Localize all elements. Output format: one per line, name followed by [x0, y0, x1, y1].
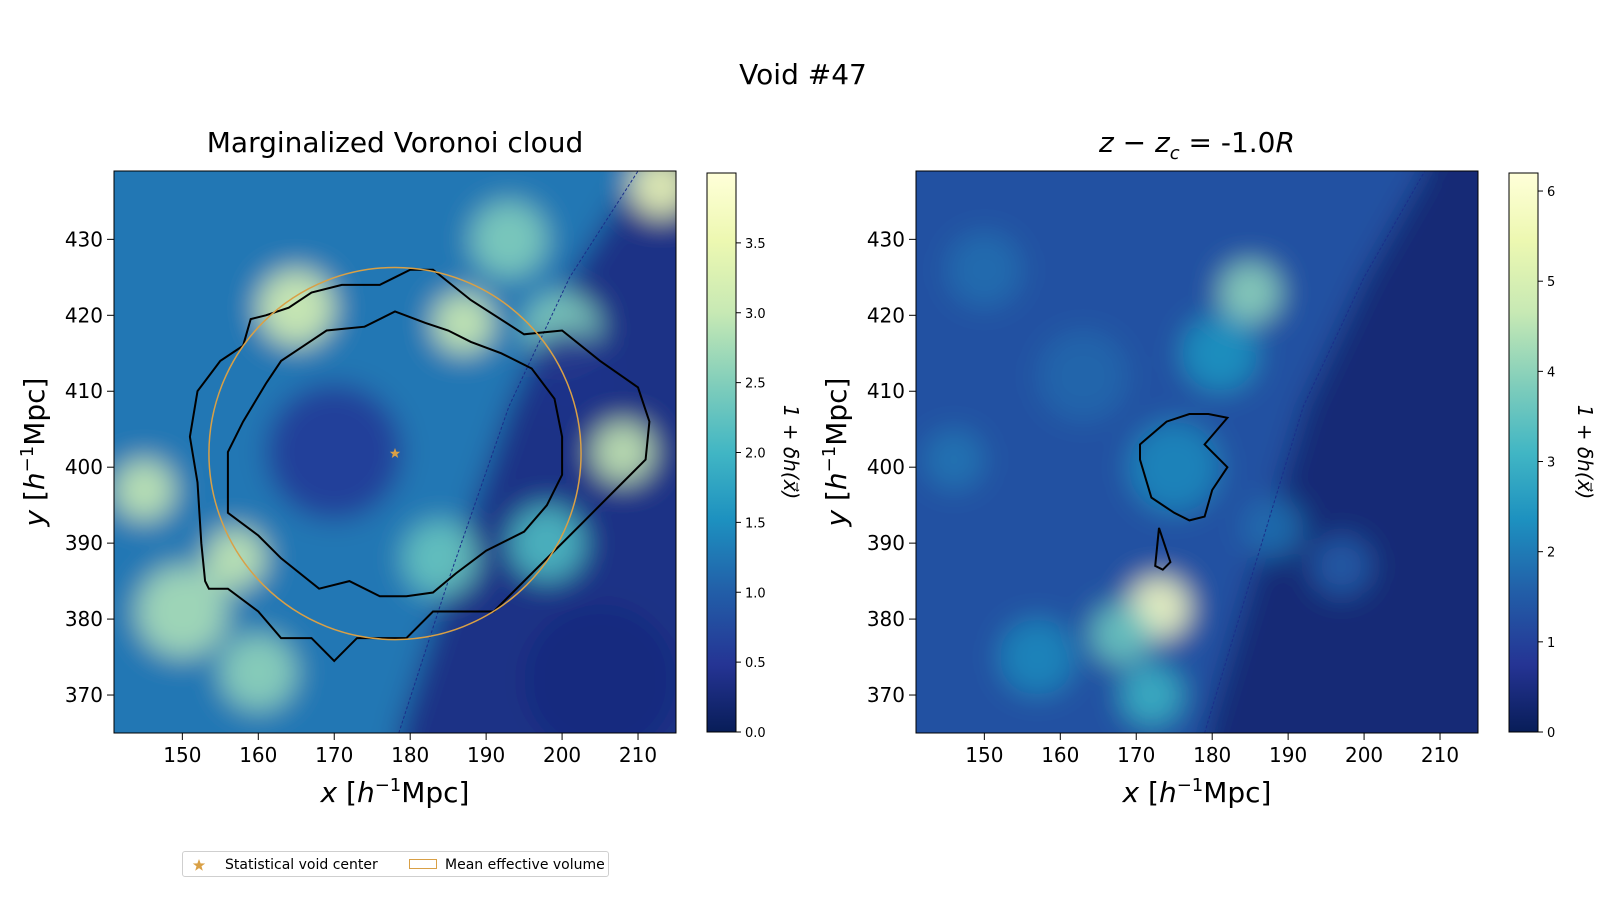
panel2-title: z − zc = -1.0R: [1098, 126, 1295, 164]
panel1-colorbar: 0.0 0.5 1.0 1.5 2.0 2.5 3.0 3.5 1 + δh(x⃗): [706, 172, 803, 741]
x-tick-label: 200: [1345, 743, 1383, 767]
survey-boundary-line: [1204, 171, 1426, 733]
figure-suptitle: Void #47: [739, 58, 867, 91]
survey-boundary-line: [398, 171, 639, 733]
panel2-frame: [915, 170, 1479, 734]
y-tick-label: 390: [65, 531, 103, 555]
y-tick-label: 410: [65, 379, 103, 403]
panel2-y-ticks: 370 380 390 400 410 420 430: [867, 227, 916, 707]
x-tick-label: 160: [239, 743, 277, 767]
x-tick-label: 170: [1117, 743, 1155, 767]
x-tick-label: 160: [1041, 743, 1079, 767]
panel2-ylabel: y [h−1Mpc]: [819, 378, 853, 528]
colorbar-tick-label: 2.0: [745, 447, 766, 462]
panel1-colorbar-ticks: 0.0 0.5 1.0 1.5 2.0 2.5 3.0 3.5: [736, 237, 766, 741]
panel2-xlabel: x [h−1Mpc]: [1122, 775, 1272, 809]
void-contours: [188, 268, 651, 663]
colorbar-tick-label: 2: [1547, 546, 1555, 561]
y-tick-label: 370: [65, 683, 103, 707]
colorbar-tick-label: 0.5: [745, 656, 766, 671]
x-tick-label: 200: [543, 743, 581, 767]
panel2-colorbar-ticks: 0 1 2 3 4 5 6: [1538, 185, 1555, 741]
y-tick-label: 390: [867, 531, 905, 555]
x-tick-label: 210: [1421, 743, 1459, 767]
y-tick-label: 380: [867, 607, 905, 631]
contour-line: [1139, 413, 1230, 522]
panel2-colorbar-label: 1 + δh(x⃗): [1573, 405, 1597, 500]
colorbar-tick-label: 3.5: [745, 237, 766, 252]
colorbar-tick-label: 3: [1547, 456, 1555, 471]
y-tick-label: 430: [65, 227, 103, 251]
colorbar-tick-label: 4: [1547, 365, 1555, 380]
x-tick-label: 150: [965, 743, 1003, 767]
x-tick-label: 190: [467, 743, 505, 767]
x-tick-label: 180: [1193, 743, 1231, 767]
contour-line: [226, 310, 564, 598]
panel1-y-ticks: 370 380 390 400 410 420 430: [65, 227, 114, 707]
panel1-xlabel: x [h−1Mpc]: [320, 775, 470, 809]
colorbar-tick-label: 3.0: [745, 307, 766, 322]
legend-swatch-effective-volume: [409, 859, 437, 869]
density-field: [114, 171, 676, 733]
panel-slice: z − zc = -1.0R 150 160 170 180 190 200 210 370…: [819, 126, 1597, 809]
panel1-colorbar-gradient: [706, 172, 737, 733]
colorbar-tick-label: 1: [1547, 636, 1555, 651]
panel1-frame: [113, 170, 677, 734]
density-field: [916, 171, 1478, 733]
panel1-colorbar-label: 1 + δh(x⃗): [779, 405, 803, 500]
x-tick-label: 170: [315, 743, 353, 767]
colorbar-tick-label: 5: [1547, 275, 1555, 290]
legend-label-effective-volume: Mean effective volume: [445, 857, 605, 873]
void-contours: [1139, 413, 1230, 571]
y-tick-label: 420: [65, 303, 103, 327]
void-center-marker: [389, 448, 401, 458]
panel1-ylabel: y [h−1Mpc]: [17, 378, 51, 528]
y-tick-label: 370: [867, 683, 905, 707]
star-icon: [192, 859, 206, 871]
colorbar-tick-label: 0.0: [745, 726, 766, 741]
x-tick-label: 190: [1269, 743, 1307, 767]
y-tick-label: 420: [867, 303, 905, 327]
legend-label-void-center: Statistical void center: [225, 857, 378, 873]
y-tick-label: 380: [65, 607, 103, 631]
legend: Statistical void center Mean effective v…: [182, 851, 609, 877]
panel1-title: Marginalized Voronoi cloud: [207, 126, 583, 159]
panel1-x-ticks: 150 160 170 180 190 200 210: [163, 733, 657, 767]
y-tick-label: 400: [65, 455, 103, 479]
y-tick-label: 410: [867, 379, 905, 403]
colorbar-tick-label: 1.5: [745, 516, 766, 531]
x-tick-label: 150: [163, 743, 201, 767]
x-tick-label: 210: [619, 743, 657, 767]
panel-voronoi-cloud: Marginalized Voronoi cloud 150 160 170 180 1…: [17, 126, 803, 809]
contour-line: [1154, 527, 1172, 571]
panel2-colorbar: 0 1 2 3 4 5 6 1 + δh(x⃗): [1508, 172, 1597, 741]
mean-effective-volume-circle: [208, 266, 582, 641]
contour-line: [188, 268, 651, 663]
y-tick-label: 430: [867, 227, 905, 251]
colorbar-tick-label: 1.0: [745, 586, 766, 601]
colorbar-tick-label: 0: [1547, 726, 1555, 741]
x-tick-label: 180: [391, 743, 429, 767]
colorbar-tick-label: 6: [1547, 185, 1555, 200]
y-tick-label: 400: [867, 455, 905, 479]
panel2-x-ticks: 150 160 170 180 190 200 210: [965, 733, 1459, 767]
panel2-colorbar-gradient: [1508, 172, 1539, 733]
colorbar-tick-label: 2.5: [745, 377, 766, 392]
